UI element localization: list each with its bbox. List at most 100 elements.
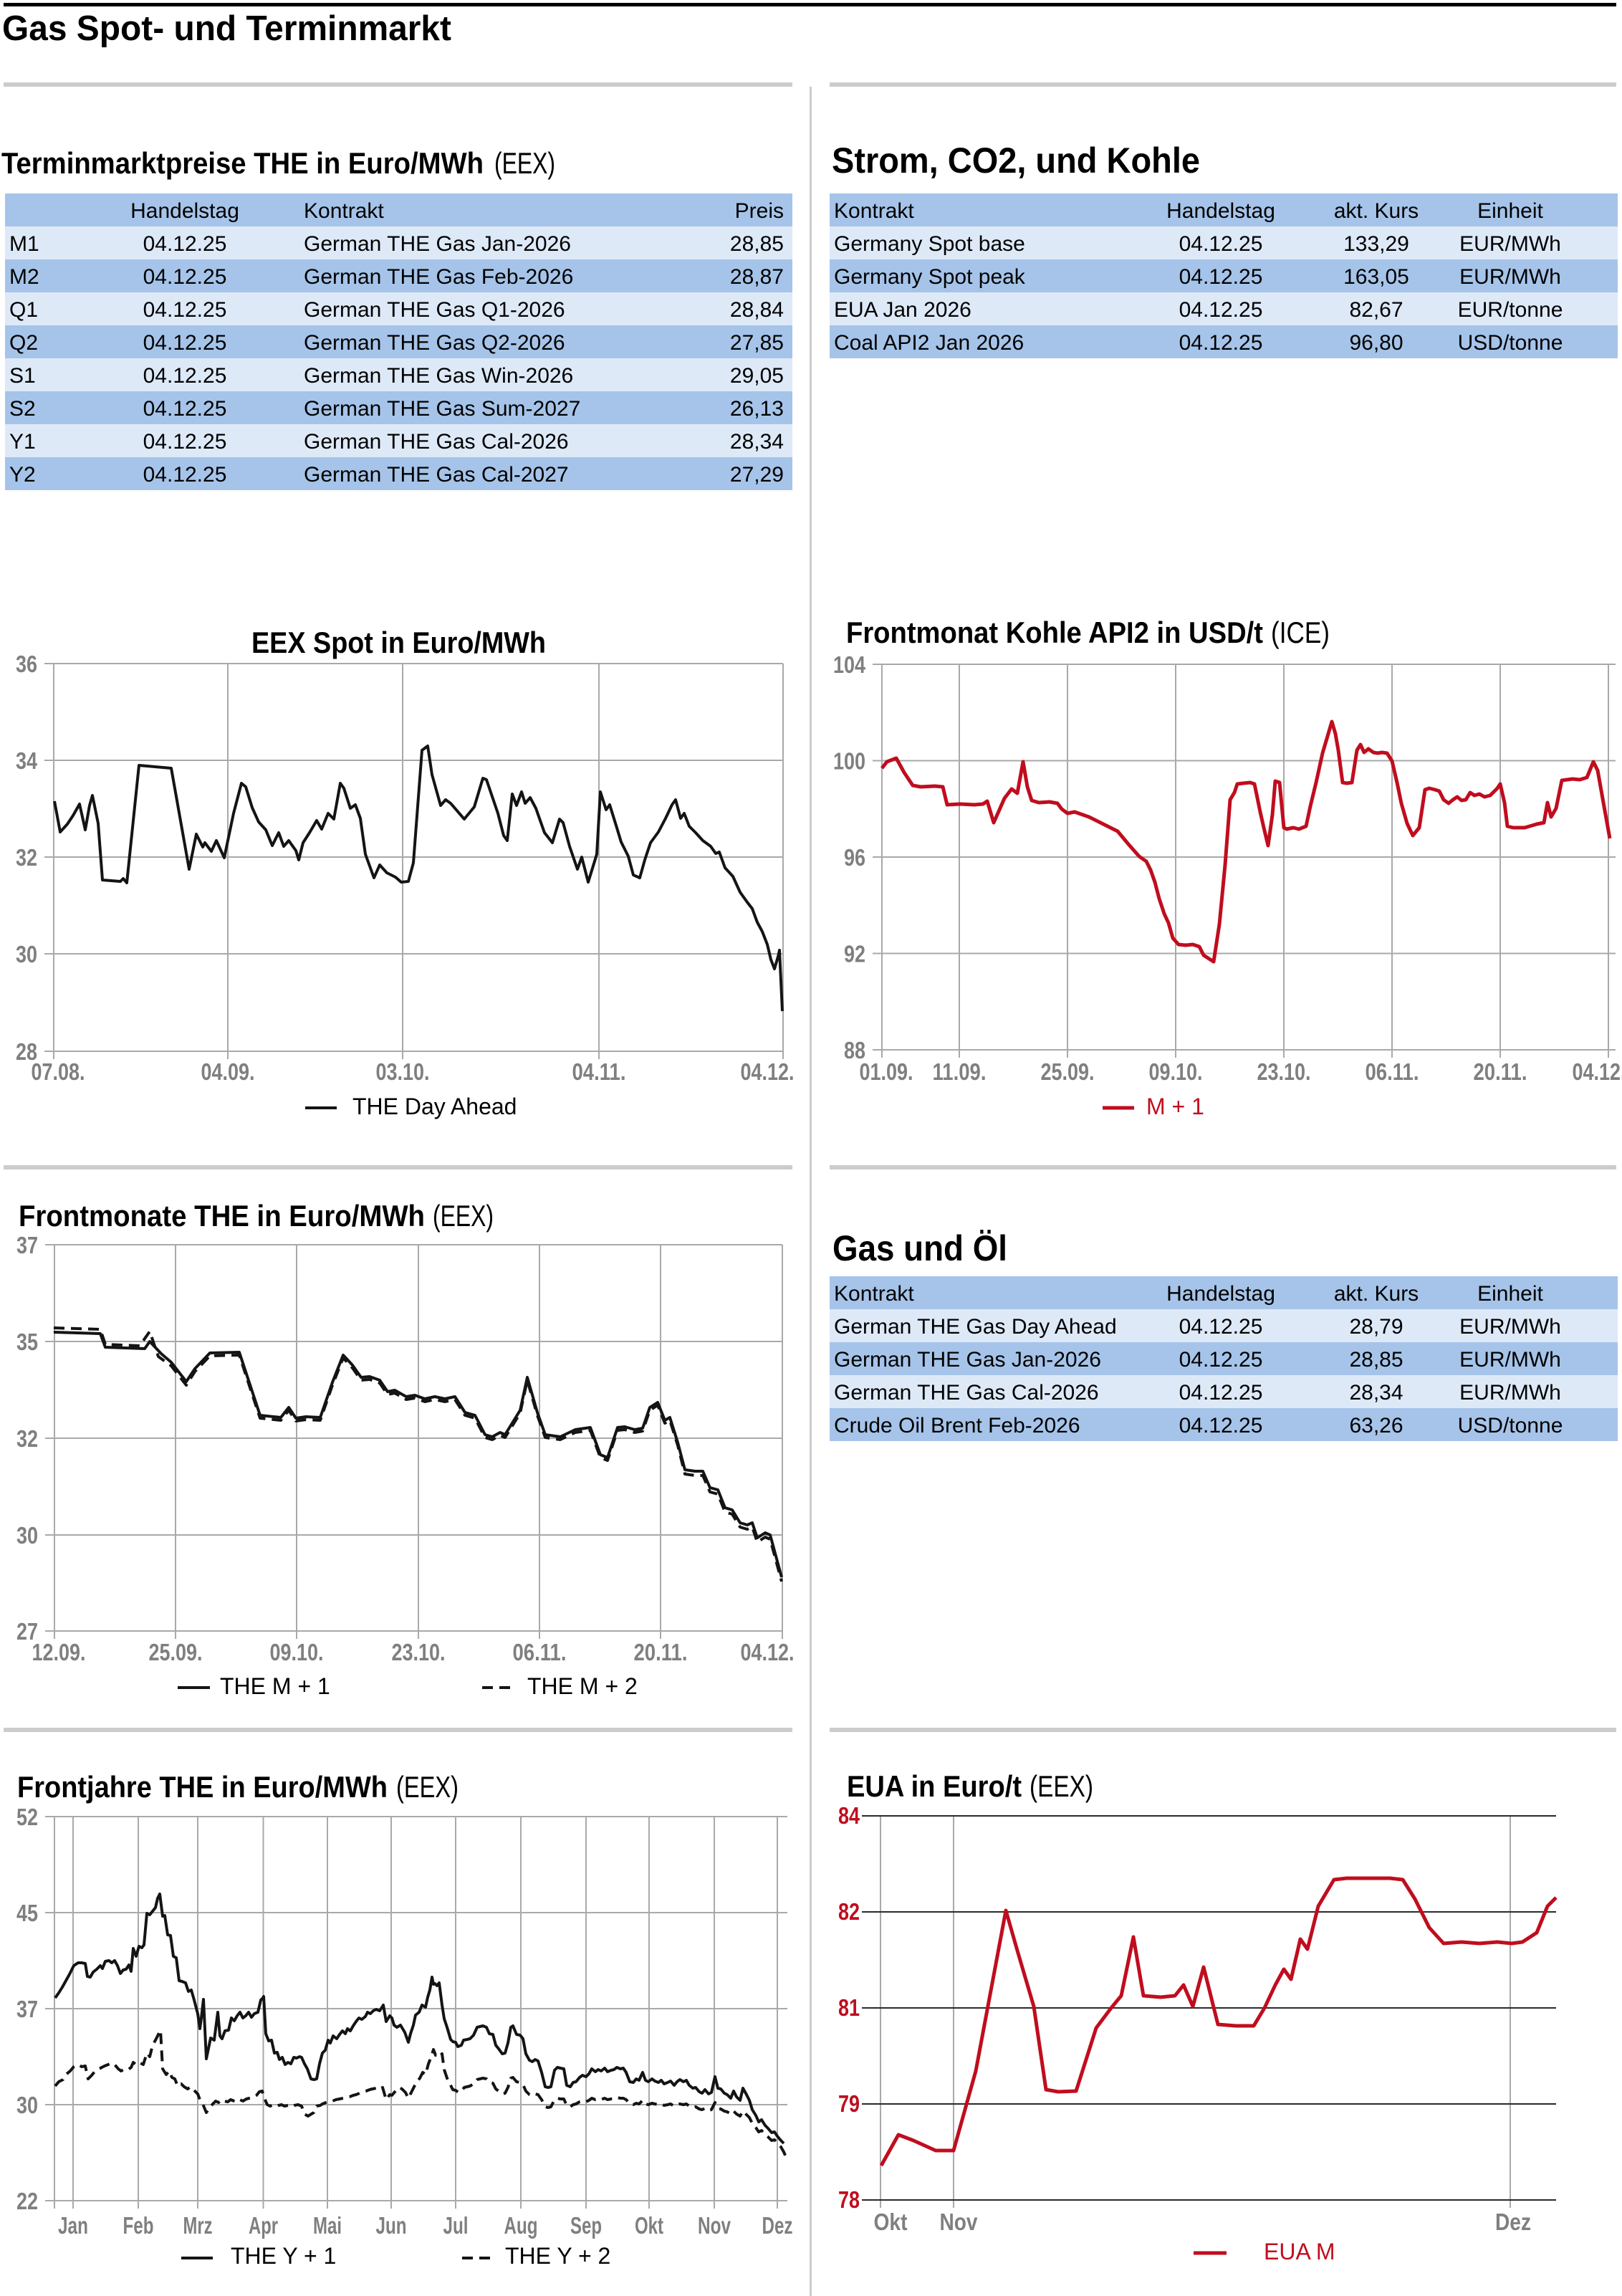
svg-text:EUA in Euro/t: EUA in Euro/t [847,1769,1022,1803]
svg-text:USD/tonne: USD/tonne [1458,1414,1563,1438]
svg-text:04.12.25: 04.12.25 [143,232,227,256]
svg-text:Kontrakt: Kontrakt [834,199,914,223]
svg-text:04.12.25: 04.12.25 [143,463,227,487]
svg-text:04.11.: 04.11. [572,1058,626,1085]
svg-text:S2: S2 [9,397,36,421]
svg-text:EUR/tonne: EUR/tonne [1458,298,1563,322]
svg-text:Strom, CO2, und Kohle: Strom, CO2, und Kohle [832,140,1200,181]
svg-text:(EEX): (EEX) [396,1770,459,1804]
svg-text:(EEX): (EEX) [433,1199,494,1233]
svg-text:Germany Spot peak: Germany Spot peak [834,265,1026,289]
svg-text:M1: M1 [9,232,39,256]
svg-text:Crude Oil Brent Feb-2026: Crude Oil Brent Feb-2026 [834,1414,1080,1438]
svg-text:30: 30 [16,941,37,967]
svg-text:04.12.25: 04.12.25 [1179,1348,1263,1372]
svg-text:79: 79 [838,2090,860,2117]
svg-text:06.11.: 06.11. [513,1639,567,1665]
svg-text:52: 52 [16,1804,38,1830]
svg-text:01.09.: 01.09. [860,1058,913,1085]
svg-text:28,87: 28,87 [730,265,784,289]
svg-text:104: 104 [833,651,866,678]
svg-text:Nov: Nov [940,2209,979,2235]
svg-text:04.12.: 04.12. [741,1058,795,1085]
svg-text:EUR/MWh: EUR/MWh [1459,265,1561,289]
svg-text:30: 30 [16,1522,38,1549]
svg-text:28,85: 28,85 [730,232,784,256]
svg-text:92: 92 [844,941,865,967]
svg-text:German THE Gas Feb-2026: German THE Gas Feb-2026 [304,265,573,289]
svg-text:04.12.25: 04.12.25 [1179,232,1263,256]
svg-text:28,34: 28,34 [730,430,784,454]
svg-text:Terminmarktpreise THE in Euro/: Terminmarktpreise THE in Euro/MWh [1,146,484,180]
svg-text:88: 88 [844,1037,865,1063]
svg-text:32: 32 [16,844,37,871]
svg-text:Gas Spot- und Terminmarkt: Gas Spot- und Terminmarkt [2,9,451,48]
svg-text:04.12.25: 04.12.25 [1179,1414,1263,1438]
svg-text:Dez: Dez [1495,2209,1531,2235]
svg-text:27,29: 27,29 [730,463,784,487]
svg-text:20.11.: 20.11. [634,1639,688,1665]
svg-text:EUA Jan 2026: EUA Jan 2026 [834,298,971,322]
svg-text:04.09.: 04.09. [201,1058,255,1085]
svg-text:28,79: 28,79 [1349,1315,1403,1339]
svg-text:EEX Spot in Euro/MWh: EEX Spot in Euro/MWh [251,626,546,659]
svg-text:04.12.: 04.12. [1573,1058,1622,1085]
svg-text:EUR/MWh: EUR/MWh [1459,1348,1561,1372]
svg-text:Nov: Nov [698,2212,731,2239]
svg-text:20.11.: 20.11. [1474,1058,1527,1085]
svg-text:Mai: Mai [313,2212,342,2239]
svg-text:133,29: 133,29 [1343,232,1409,256]
svg-text:German THE Gas Jan-2026: German THE Gas Jan-2026 [834,1348,1101,1372]
svg-text:29,05: 29,05 [730,364,784,388]
svg-text:Jul: Jul [443,2212,469,2239]
svg-text:09.10.: 09.10. [1149,1058,1203,1085]
svg-text:Einheit: Einheit [1477,199,1543,223]
svg-text:Handelstag: Handelstag [1166,1282,1275,1306]
svg-text:32: 32 [16,1425,38,1452]
svg-text:04.12.25: 04.12.25 [143,265,227,289]
svg-text:28,84: 28,84 [730,298,784,322]
svg-text:35: 35 [16,1329,38,1355]
svg-text:EUR/MWh: EUR/MWh [1459,232,1561,256]
svg-text:M2: M2 [9,265,39,289]
svg-text:37: 37 [16,1996,38,2022]
svg-text:German THE Gas Jan-2026: German THE Gas Jan-2026 [304,232,571,256]
svg-text:82,67: 82,67 [1349,298,1403,322]
svg-text:M + 1: M + 1 [1146,1094,1204,1119]
svg-text:Germany Spot base: Germany Spot base [834,232,1025,256]
svg-text:Dez: Dez [762,2212,793,2239]
svg-text:78: 78 [838,2186,860,2213]
svg-text:German THE Gas Q2-2026: German THE Gas Q2-2026 [304,331,565,355]
svg-text:04.12.25: 04.12.25 [1179,1315,1263,1339]
svg-text:96: 96 [844,844,865,871]
svg-text:akt. Kurs: akt. Kurs [1334,1282,1419,1306]
svg-text:100: 100 [833,748,865,775]
svg-text:THE M + 2: THE M + 2 [527,1673,638,1699]
svg-text:Frontmonate THE in Euro/MWh: Frontmonate THE in Euro/MWh [19,1199,425,1233]
svg-text:Handelstag: Handelstag [130,199,239,223]
svg-text:82: 82 [838,1898,860,1925]
svg-text:Einheit: Einheit [1477,1282,1543,1306]
svg-text:28,34: 28,34 [1349,1381,1403,1405]
svg-text:Okt: Okt [635,2212,663,2239]
svg-text:96,80: 96,80 [1349,331,1403,355]
svg-text:German THE Gas Cal-2027: German THE Gas Cal-2027 [304,463,569,487]
svg-text:36: 36 [16,651,37,677]
svg-text:German THE Gas Win-2026: German THE Gas Win-2026 [304,364,573,388]
svg-text:06.11.: 06.11. [1366,1058,1419,1085]
svg-text:USD/tonne: USD/tonne [1458,331,1563,355]
svg-text:04.12.25: 04.12.25 [143,331,227,355]
svg-text:Q1: Q1 [9,298,38,322]
svg-text:09.10.: 09.10. [270,1639,324,1665]
svg-text:Kontrakt: Kontrakt [834,1282,914,1306]
svg-text:Aug: Aug [504,2212,538,2239]
svg-text:11.09.: 11.09. [933,1058,987,1085]
svg-text:Mrz: Mrz [183,2212,213,2239]
svg-text:30: 30 [16,2092,38,2118]
svg-text:45: 45 [16,1900,38,1926]
svg-text:37: 37 [16,1232,38,1258]
svg-text:12.09.: 12.09. [32,1639,86,1665]
svg-text:EUR/MWh: EUR/MWh [1459,1381,1561,1405]
svg-text:German THE Gas Cal-2026: German THE Gas Cal-2026 [304,430,569,454]
svg-text:04.12.25: 04.12.25 [1179,265,1263,289]
